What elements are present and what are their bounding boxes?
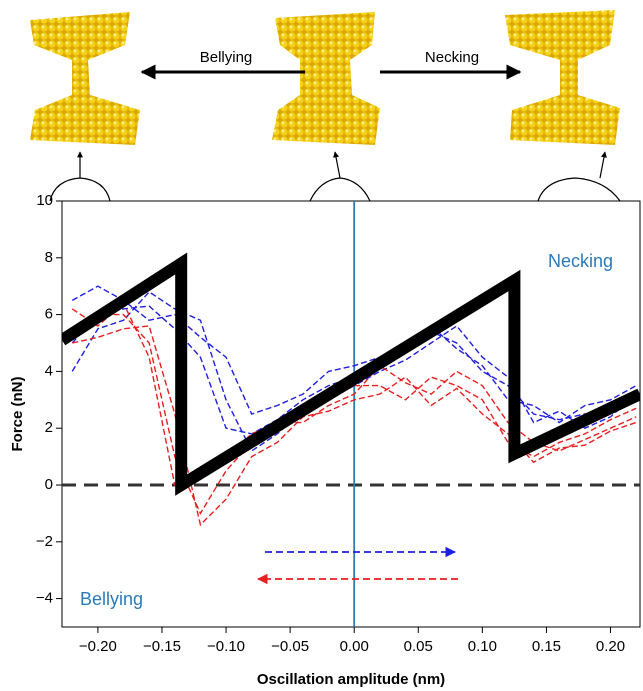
x-tick-label: 0.15 <box>532 638 561 655</box>
connector <box>538 152 620 201</box>
y-tick-label: −4 <box>36 590 53 607</box>
annotation: Bellying <box>80 589 143 609</box>
illustration-label: Necking <box>425 49 479 66</box>
y-tick-label: 10 <box>36 192 53 209</box>
x-tick-label: −0.20 <box>79 638 117 655</box>
nanowire-necking <box>505 10 620 145</box>
y-tick-label: 8 <box>45 249 53 266</box>
page: Bellying Necking Necking Bellying Oscill… <box>0 0 643 691</box>
x-axis-label: Oscillation amplitude (nm) <box>257 671 445 688</box>
x-tick-label: 0.10 <box>468 638 497 655</box>
x-tick-label: 0.00 <box>340 638 369 655</box>
x-tick-label: −0.05 <box>271 638 309 655</box>
y-tick-label: 4 <box>45 362 53 379</box>
annotation: Necking <box>548 251 613 271</box>
x-tick-label: 0.20 <box>596 638 625 655</box>
y-tick-label: 0 <box>45 476 53 493</box>
connector <box>310 152 370 201</box>
connector <box>50 152 110 201</box>
x-tick-label: 0.05 <box>404 638 433 655</box>
nanowire-initial <box>272 12 380 145</box>
y-tick-label: −2 <box>36 533 53 550</box>
illustration-label: Bellying <box>200 49 253 66</box>
chart: Bellying Necking Necking Bellying Oscill… <box>0 0 643 691</box>
x-tick-label: −0.15 <box>143 638 181 655</box>
y-tick-label: 6 <box>45 306 53 323</box>
y-axis-label: Force (nN) <box>9 376 26 451</box>
x-tick-label: −0.10 <box>207 638 245 655</box>
y-tick-label: 2 <box>45 419 53 436</box>
nanowire-bellying <box>30 12 140 145</box>
illustrations: Bellying Necking <box>30 10 620 201</box>
